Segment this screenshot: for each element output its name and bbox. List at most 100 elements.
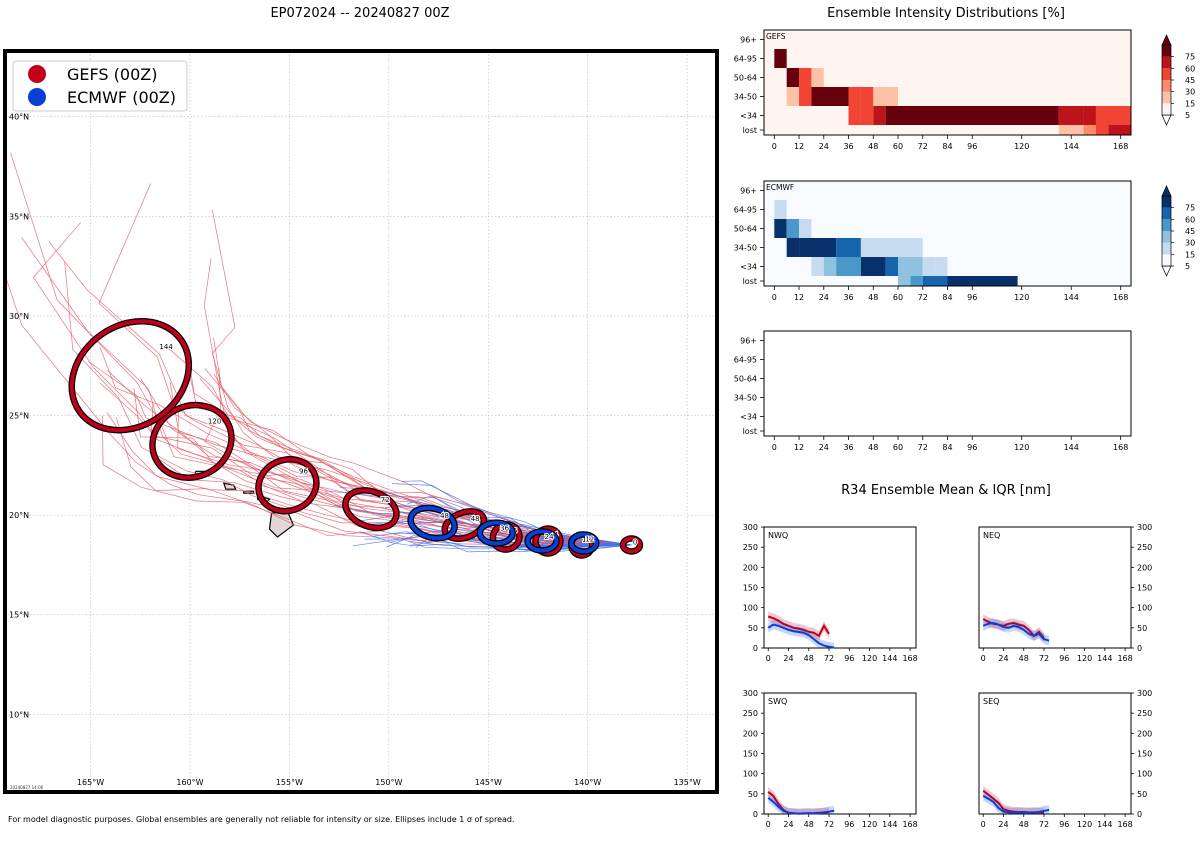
heatmap-cell [885,257,899,276]
gefs-ellipse [255,456,320,515]
gefs-ellipse-ring [442,509,487,541]
y-tick-label: 250 [1137,543,1152,552]
colorbar-tick-label: 15 [1185,99,1195,108]
heatmap-cell [1058,125,1084,135]
colorbar-segment [1162,219,1171,231]
gefs-ellipse-label: 96 [299,467,308,475]
ecmwf-ellipse [407,504,458,542]
y-tick-label: 50 [1137,790,1147,799]
y-tick-label: 96+ [740,337,757,346]
heatmap-cell [786,219,800,238]
y-tick-label: 0 [753,810,758,819]
y-tick-label: lost [743,126,757,135]
heatmap-cell [922,257,936,276]
y-tick-label: 100 [1137,604,1152,613]
heatmap-cell [799,219,812,238]
x-tick-label: 60 [893,293,903,302]
y-tick-label: 150 [743,584,758,593]
x-tick-label: 24 [819,293,829,302]
gefs-ellipse-ring [150,403,234,480]
y-tick-label: 200 [743,729,758,738]
ecmwf-ellipse [524,528,560,554]
r34-frame [763,692,917,815]
legend-box [12,60,188,112]
ecmwf-ellipse-label: 12 [585,535,594,543]
heatmap-cell [774,219,787,238]
heatmap-cell [799,238,837,257]
x-tick-label: 120 [862,654,877,663]
map-gridlines [5,51,717,792]
r34-panel-swq: SWQ 0 24 48 72 96 120 144 168 0 50 100 150 200 250 300 [743,689,918,829]
heatmap-cell [786,68,800,87]
heatmap-cell [836,257,861,276]
y-tick-label: 200 [1137,563,1152,572]
heatmap-cell [799,257,812,276]
ecmwf-r34-mean-line [982,621,1050,642]
y-tick-label: <34 [740,112,757,121]
y-tick-label: 100 [1137,770,1152,779]
ecmwf-intensity-panel: 0 12 24 36 48 60 72 84 96 120 144 168 lost <34 34-50 50… [734,180,1132,302]
x-tick-label: 96 [844,654,854,663]
heatmap-cell [774,106,837,125]
colorbar-segment [1162,45,1171,57]
lon-tick-label: 145°W [475,778,502,787]
y-tick-label: lost [743,277,757,286]
gefs-r34-iqr [983,614,1044,643]
y-tick-label: 100 [743,604,758,613]
x-tick-label: 24 [998,820,1008,829]
gefs-ellipse [619,535,644,555]
y-tick-label: 0 [753,644,758,653]
x-tick-label: 72 [918,293,928,302]
x-tick-label: 96 [967,443,977,452]
colorbar-top-arrow [1161,185,1172,197]
y-tick-label: 50 [748,790,758,799]
legend-gefs-marker [28,65,46,83]
map-legend: GEFS (00Z) ECMWF (00Z) [12,60,188,112]
r34-panel-nwq: NWQ 0 24 48 72 96 120 144 168 0 50 100 150 200 250 300 [743,523,918,663]
x-tick-label: 120 [1014,142,1029,151]
ecmwf-ellipse-ring [525,529,559,553]
lat-tick-label: 30°N [9,312,29,321]
x-tick-label: 0 [981,654,986,663]
colorbar-segment [1162,80,1171,92]
map-background [5,51,717,792]
colorbar-segment [1162,242,1171,255]
x-tick-label: 120 [862,820,877,829]
colorbar-tick-label: 45 [1185,227,1195,236]
colorbar-tick-label: 15 [1185,250,1195,259]
gefs-colorbar: 5 15 30 45 60 75 [1161,34,1195,126]
colorbar-segment [1162,196,1171,208]
x-tick-label: 120 [1077,820,1092,829]
ecmwf-r34-mean-line [982,795,1050,814]
heatmap-cell [811,257,824,276]
x-tick-label: 72 [824,654,834,663]
legend-gefs-label: GEFS (00Z) [67,65,157,84]
x-tick-label: 12 [794,293,804,302]
y-tick-label: 250 [743,709,758,718]
gefs-ellipse [149,401,235,481]
gefs-intensity-panel: 0 12 24 36 48 60 72 84 96 120 144 168 lost <34 34-50 50… [734,29,1132,151]
y-tick-label: <34 [740,263,757,272]
ecmwf-ellipse-label: 36 [500,524,509,532]
lon-tick-label: 140°W [574,778,601,787]
gefs-ellipse [342,487,400,532]
lat-tick-label: 25°N [9,412,29,421]
colorbar-segment [1162,91,1171,104]
gefs-ellipse-ring [343,488,399,530]
heatmap-cell [873,106,886,125]
heatmap-cell [922,276,948,286]
r34-panel-label: SWQ [768,697,787,706]
heatmap-cell [1095,125,1109,135]
lon-tick-label: 155°W [276,778,303,787]
lon-tick-label: 150°W [375,778,402,787]
x-tick-label: 48 [868,443,878,452]
heatmap-cell [786,238,800,257]
figure-title: EP072024 -- 20240827 00Z [270,6,449,21]
heatmap-cell [799,68,812,87]
heatmap-cell [1058,106,1084,125]
colorbar-tick-label: 45 [1185,76,1195,85]
x-tick-label: 48 [1019,820,1029,829]
colorbar-segment [1162,56,1171,69]
